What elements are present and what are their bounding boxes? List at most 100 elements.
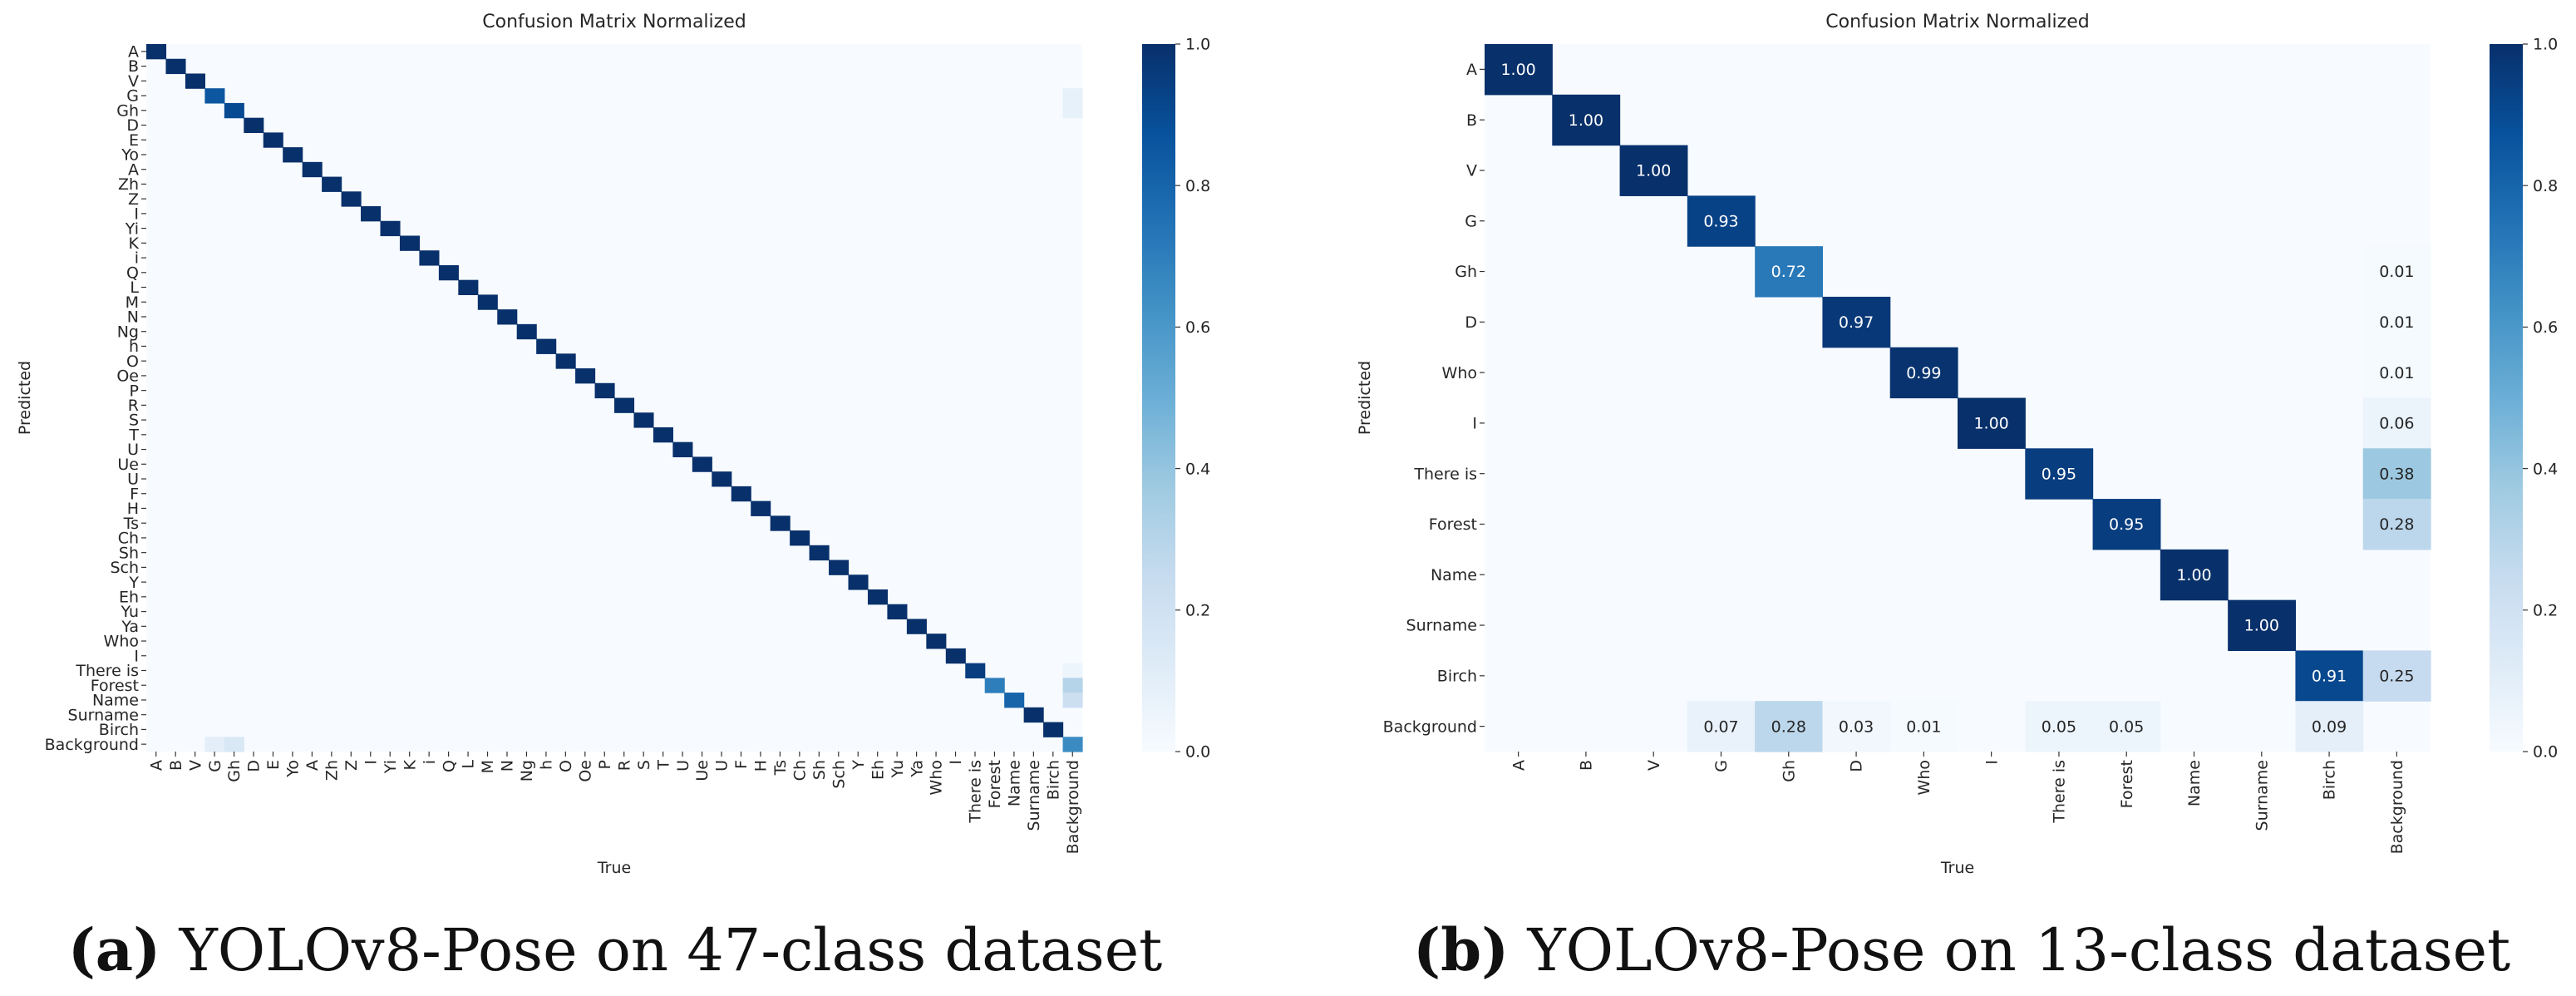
chart-b-y-tick-label: D xyxy=(1465,313,1477,332)
chart-a-x-tick-label: U xyxy=(713,760,731,772)
chart-a-cell xyxy=(965,663,986,678)
chart-b-cell xyxy=(2362,448,2431,500)
chart-b-cell-label: 0.91 xyxy=(2312,667,2347,685)
chart-b-cell-label: 0.01 xyxy=(2379,313,2414,332)
chart-b-cell xyxy=(2362,499,2431,550)
chart-b-cell-label: 0.97 xyxy=(1839,313,1874,332)
chart-b-cell xyxy=(2092,499,2161,550)
chart-a-y-tick-label: A xyxy=(128,43,139,62)
chart-b-x-tick-label: A xyxy=(1510,760,1528,771)
chart-a-x-tick-label: Yi xyxy=(382,760,400,774)
chart-a-x-tick-label: D xyxy=(245,760,264,772)
chart-a-y-tick-label: Sch xyxy=(110,559,139,577)
chart-a-cell xyxy=(185,73,205,89)
chart-a-y-tick-label: There is xyxy=(75,662,139,680)
chart-a-cell xyxy=(1062,693,1083,708)
chart-b-cell xyxy=(1485,44,1553,96)
chart-a-cell xyxy=(829,560,850,575)
chart-a-x-tick-label: Y xyxy=(850,760,868,771)
chart-b-cell-label: 0.01 xyxy=(1906,717,1941,736)
chart-a-y-tick-label: I xyxy=(134,647,139,665)
chart-b-cell xyxy=(2362,347,2431,399)
chart-a-x-tick-label: Eh xyxy=(869,760,887,780)
chart-b-cell xyxy=(2362,246,2431,298)
chart-a-cell xyxy=(594,382,615,399)
chart-a-y-tick-label: Yu xyxy=(121,603,139,621)
chart-b-y-tick-label: Birch xyxy=(1437,667,1477,685)
chart-a-y-tick-label: O xyxy=(126,353,139,371)
chart-b-cell-label: 0.05 xyxy=(2109,717,2144,736)
chart-b-cell-label: 0.93 xyxy=(1703,212,1738,230)
chart-a-y-tick-label: Ts xyxy=(123,515,139,533)
chart-b-cell xyxy=(1687,701,1756,752)
caption-a-text: YOLOv8-Pose on 47-class dataset xyxy=(179,916,1163,984)
chart-a-y-tick-label: Forest xyxy=(91,677,139,695)
chart-b-title: Confusion Matrix Normalized xyxy=(1825,12,2089,32)
chart-a-y-tick-label: D xyxy=(126,116,139,135)
chart-a-x-tick-label: Who xyxy=(928,760,946,795)
chart-a-y-tick-label: H xyxy=(127,500,139,518)
chart-a-y-tick-label: Name xyxy=(92,692,139,710)
chart-a-x-tick-label: I xyxy=(947,760,965,765)
chart-a-x-tick-label: Ya xyxy=(908,760,926,778)
chart-b-cell xyxy=(2362,397,2431,449)
chart-a-cell xyxy=(906,619,927,634)
chart-a-y-tick-label: N xyxy=(127,308,139,327)
chart-b-x-tick-label: I xyxy=(1982,760,2001,765)
chart-a-y-tick-label: Who xyxy=(104,633,139,651)
chart-a-cell xyxy=(399,235,421,251)
chart-a-cell xyxy=(809,545,830,561)
chart-b-cell-label: 0.72 xyxy=(1771,263,1806,281)
chart-a-cell xyxy=(1004,693,1025,708)
chart-b-cell-label: 0.09 xyxy=(2312,717,2347,736)
chart-a-x-tick-label: I xyxy=(362,760,380,765)
chart-b-x-tick-label: Name xyxy=(2185,760,2204,806)
chart-b-y-tick-label: Background xyxy=(1383,717,1477,736)
chart-a-colorbar-tick-label: 0.0 xyxy=(1185,743,1210,762)
chart-a-y-tick-label: K xyxy=(129,234,140,253)
chart-a-colorbar-tick-label: 0.6 xyxy=(1185,318,1210,337)
chart-a-x-tick-label: T xyxy=(654,760,672,771)
caption-a-label: (a) xyxy=(67,915,161,984)
chart-a-cell xyxy=(926,634,947,649)
chart-b-cell-label: 1.00 xyxy=(2176,566,2211,584)
chart-b-colorbar-tick-label: 1.0 xyxy=(2533,36,2558,54)
chart-b-y-tick-label: Name xyxy=(1431,566,1477,584)
chart-a-x-tick-label: Surname xyxy=(1025,760,1043,831)
chart-b-cell-label: 1.00 xyxy=(1636,162,1671,180)
chart-a-y-tick-label: Ch xyxy=(118,530,139,548)
chart-b-y-tick-label: Gh xyxy=(1455,263,1477,281)
chart-a-x-tick-label: Gh xyxy=(225,760,244,782)
chart-a-x-tick-label: Zh xyxy=(323,760,342,781)
chart-a-x-tick-label: L xyxy=(460,760,478,769)
chart-a-x-tick-label: Sch xyxy=(830,760,848,789)
chart-a-cell xyxy=(614,397,635,413)
chart-a-cell xyxy=(244,117,264,133)
chart-a-cell xyxy=(633,412,654,428)
chart-a-x-tick-label: Ts xyxy=(771,760,790,776)
chart-b-cell-label: 1.00 xyxy=(1500,61,1535,79)
chart-b-cell xyxy=(1822,701,1891,752)
chart-a-x-tick-label: Ng xyxy=(518,760,536,782)
chart-a-x-tick-label: Background xyxy=(1064,760,1082,854)
chart-a-y-tick-label: Birch xyxy=(99,721,139,739)
chart-a-y-tick-label: E xyxy=(129,131,139,150)
chart-a-x-tick-label: F xyxy=(732,760,751,769)
chart-a-y-tick-label: Q xyxy=(126,264,139,282)
chart-b-cell-label: 0.01 xyxy=(2379,263,2414,281)
chart-a-y-tick-label: i xyxy=(135,249,139,268)
chart-a-y-tick-label: S xyxy=(129,412,139,430)
chart-a-cell xyxy=(1062,663,1083,678)
chart-a-y-tick-label: Background xyxy=(45,736,139,754)
chart-a-y-tick-label: Surname xyxy=(68,706,139,724)
chart-a-y-tick-label: Ng xyxy=(117,323,139,341)
chart-b-cell-label: 0.95 xyxy=(2042,465,2076,483)
chart-a-cell xyxy=(516,323,537,340)
chart-a-y-tick-label: T xyxy=(128,426,139,444)
chart-a-cell xyxy=(458,279,479,295)
chart-a-cell xyxy=(536,338,557,354)
caption-b-label: (b) xyxy=(1413,915,1510,984)
chart-b-x-tick-label: Birch xyxy=(2321,760,2339,800)
chart-a-cell xyxy=(361,206,382,222)
chart-b-y-tick-label: B xyxy=(1466,111,1477,130)
